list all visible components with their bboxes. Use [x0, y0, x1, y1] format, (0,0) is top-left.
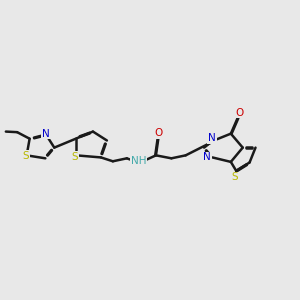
Text: N: N	[208, 133, 216, 143]
Text: N: N	[203, 152, 211, 162]
Text: N: N	[42, 129, 50, 139]
Text: O: O	[235, 108, 243, 118]
Text: NH: NH	[131, 156, 146, 166]
Text: S: S	[71, 152, 78, 162]
Text: S: S	[231, 172, 238, 182]
Text: O: O	[155, 128, 163, 138]
Text: S: S	[22, 151, 29, 161]
